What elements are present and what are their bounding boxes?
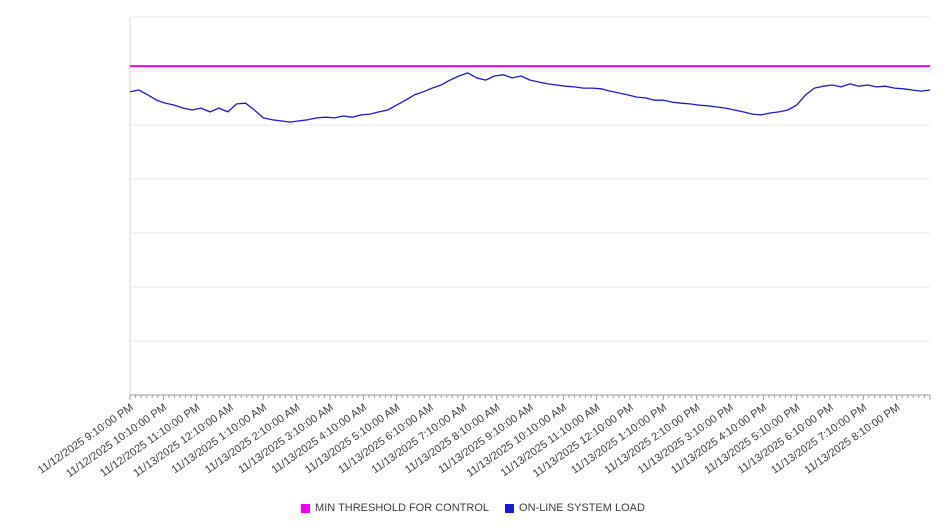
system-load-series-swatch bbox=[505, 503, 515, 513]
legend-label-min-threshold: MIN THRESHOLD FOR CONTROL bbox=[315, 502, 490, 514]
legend-label-system-load: ON-LINE SYSTEM LOAD bbox=[519, 502, 645, 514]
legend-item-system-load[interactable]: ON-LINE SYSTEM LOAD bbox=[505, 502, 645, 514]
threshold-series-swatch bbox=[301, 503, 311, 513]
legend-item-min-threshold[interactable]: MIN THRESHOLD FOR CONTROL bbox=[301, 502, 489, 514]
chart-legend: MIN THRESHOLD FOR CONTROL ON-LINE SYSTEM… bbox=[0, 502, 946, 514]
system-load-line bbox=[129, 72, 931, 123]
